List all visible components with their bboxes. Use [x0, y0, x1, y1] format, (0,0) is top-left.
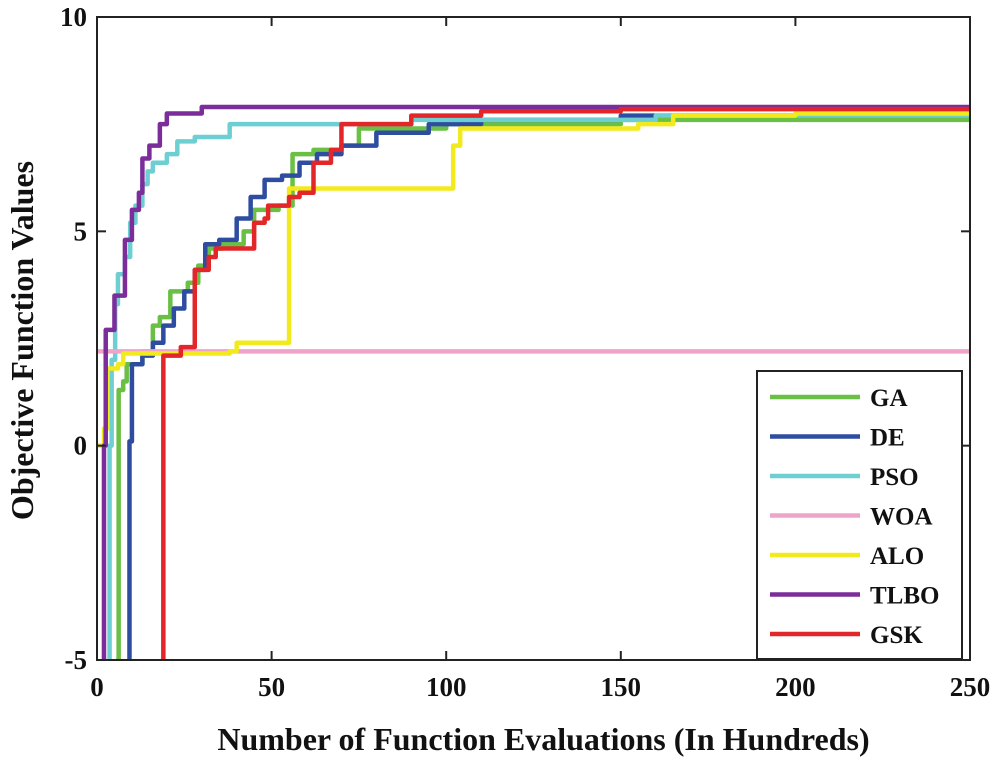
plot-area [97, 104, 970, 660]
legend-label-pso: PSO [870, 464, 919, 491]
legend-label-tlbo: TLBO [870, 583, 939, 610]
x-tick-label: 50 [258, 672, 285, 702]
x-tick-label: 250 [950, 672, 991, 702]
x-tick-label: 0 [90, 672, 104, 702]
axis-ticks [96, 16, 971, 661]
x-tick-label: 200 [775, 672, 816, 702]
legend-label-alo: ALO [870, 543, 924, 570]
legend-label-de: DE [870, 425, 905, 452]
y-tick-label: 10 [60, 2, 87, 32]
legend-label-ga: GA [870, 385, 908, 412]
x-axis-title: Number of Function Evaluations (In Hundr… [217, 721, 869, 757]
y-tick-label: 0 [74, 431, 88, 461]
plot-frame [96, 16, 971, 661]
series-line-alo [97, 111, 970, 448]
legend-label-woa: WOA [870, 504, 933, 531]
x-tick-label: 100 [426, 672, 467, 702]
series-line-tlbo [101, 104, 970, 660]
y-tick-label: -5 [65, 645, 88, 675]
legend-label-gsk: GSK [870, 622, 923, 649]
series-line-gsk [161, 106, 970, 660]
x-tick-label: 150 [601, 672, 642, 702]
y-tick-label: 5 [74, 216, 88, 246]
y-axis-title: Objective Function Values [4, 161, 40, 520]
legend: GA DE PSO WOA ALO TLBO GSK [756, 370, 963, 660]
